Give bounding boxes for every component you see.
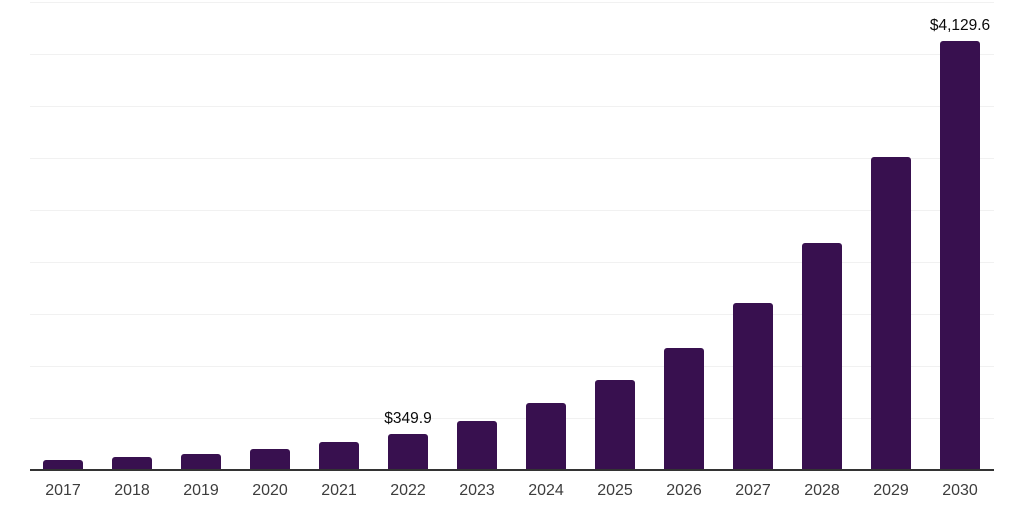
x-axis-label-2030: 2030 <box>942 482 978 499</box>
bar-2017[interactable] <box>43 459 83 470</box>
bar-2026[interactable] <box>664 347 704 470</box>
bar-2023[interactable] <box>457 420 497 470</box>
x-axis-label-2026: 2026 <box>666 482 702 499</box>
bar-2024[interactable] <box>526 403 566 470</box>
gridline <box>30 158 994 159</box>
bar-2020[interactable] <box>250 449 290 470</box>
bar-2021[interactable] <box>319 441 359 470</box>
bar-2030[interactable] <box>940 40 980 470</box>
gridline <box>30 418 994 419</box>
x-axis-label-2021: 2021 <box>321 482 357 499</box>
x-axis-label-2022: 2022 <box>390 482 426 499</box>
x-axis-label-2025: 2025 <box>597 482 633 499</box>
gridline <box>30 210 994 211</box>
gridline <box>30 366 994 367</box>
bar-2029[interactable] <box>871 157 911 470</box>
x-axis-line <box>30 469 994 471</box>
x-axis-label-2023: 2023 <box>459 482 495 499</box>
x-axis-label-2024: 2024 <box>528 482 564 499</box>
x-axis-label-2019: 2019 <box>183 482 219 499</box>
x-axis-label-2017: 2017 <box>45 482 81 499</box>
bar-2027[interactable] <box>733 303 773 470</box>
bar-2028[interactable] <box>802 242 842 470</box>
gridline <box>30 262 994 263</box>
bar-2022[interactable] <box>388 433 428 470</box>
bar-2025[interactable] <box>595 379 635 470</box>
x-axis-label-2029: 2029 <box>873 482 909 499</box>
gridline <box>30 54 994 55</box>
bar-2018[interactable] <box>112 457 152 470</box>
x-axis-label-2027: 2027 <box>735 482 771 499</box>
value-label-2022: $349.9 <box>384 409 432 427</box>
x-axis-label-2018: 2018 <box>114 482 150 499</box>
value-label-2030: $4,129.6 <box>929 16 991 34</box>
gridline <box>30 314 994 315</box>
gridline <box>30 2 994 3</box>
x-axis-label-2028: 2028 <box>804 482 840 499</box>
x-axis-label-2020: 2020 <box>252 482 288 499</box>
gridline <box>30 106 994 107</box>
bar-2019[interactable] <box>181 454 221 470</box>
